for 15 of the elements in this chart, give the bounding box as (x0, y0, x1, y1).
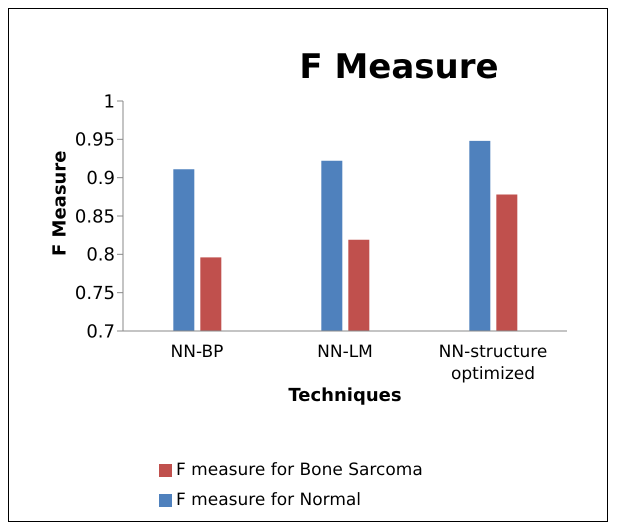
legend-label: F measure for Normal (176, 490, 362, 510)
y-tick-label: 0.85 (74, 206, 115, 228)
y-tick-label: 1 (104, 91, 115, 112)
y-tick-label: 0.8 (86, 244, 115, 266)
chart-title: F Measure (298, 47, 500, 87)
x-tick-label: NN-BP (170, 342, 224, 362)
x-tick-label: NN-LM (317, 342, 373, 362)
y-tick-label: 0.75 (74, 283, 115, 304)
x-axis-title: Techniques (288, 385, 402, 406)
y-tick-label: 0.9 (86, 168, 115, 190)
legend-label: F measure for Bone Sarcoma (176, 460, 423, 480)
y-tick-label: 0.95 (74, 130, 115, 151)
y-tick-label: 0.7 (86, 321, 115, 342)
y-axis-title: F Measure (49, 150, 70, 256)
x-tick-label: NN-structure optimized (438, 342, 548, 384)
